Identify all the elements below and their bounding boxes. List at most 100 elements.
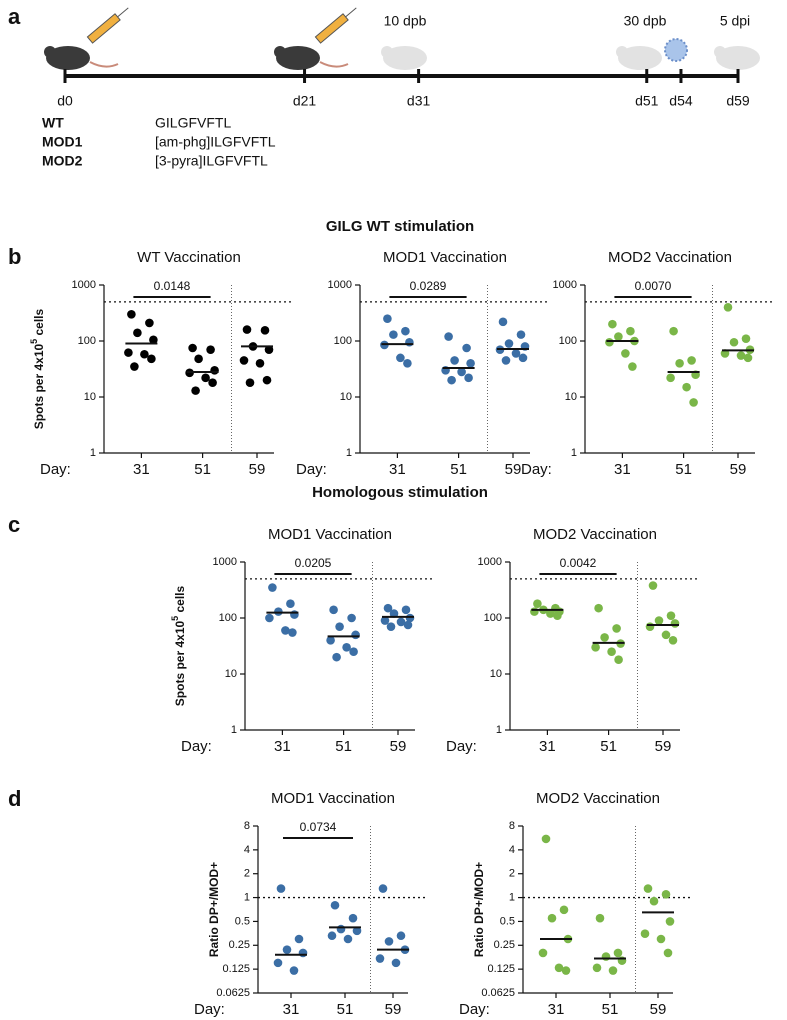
data-point [675,358,684,368]
data-point [553,611,562,620]
x-axis-label: Day: [194,1001,225,1018]
p-value: 0.0734 [300,820,337,834]
y-tick-label: 1 [231,724,237,736]
timeline-label: d0 [57,93,73,109]
data-point [645,622,655,631]
data-point [352,926,362,936]
data-point [380,616,390,625]
x-tick-label: 31 [389,461,406,478]
peptide-name: MOD1 [42,134,83,150]
y-tick-label: 0.125 [222,963,250,975]
y-axis-label: Ratio DP+/MOD+ [472,862,486,957]
data-point [386,622,396,631]
data-point [594,603,603,613]
data-point [336,924,346,934]
data-point [661,630,671,640]
y-tick-label: 1 [346,447,352,459]
y-tick-label: 1 [244,891,250,903]
y-tick-label: 0.125 [487,963,515,975]
x-tick-label: 51 [675,461,692,478]
timeline-annotation: 30 dpb [624,13,667,29]
data-point [260,326,270,335]
x-tick-label: 59 [650,1001,667,1018]
p-value: 0.0205 [295,556,332,570]
y-tick-label: 1 [509,891,515,903]
x-tick-label: 59 [730,461,747,478]
data-point [444,332,453,341]
y-tick-label: 0.0625 [481,987,515,999]
data-point [401,605,411,615]
data-point [533,599,542,609]
y-tick-label: 10 [84,391,96,403]
y-tick-label: 2 [509,868,515,880]
x-tick-label: 51 [335,738,352,755]
x-axis-label: Day: [181,738,212,755]
data-point [281,626,290,635]
timeline-annotation: 5 dpi [720,13,750,29]
y-tick-label: 8 [509,820,515,832]
data-point [188,343,197,353]
data-point [450,356,459,365]
p-value: 0.0070 [635,279,672,293]
y-axis-label-part: Ratio DP+/MOD+ [472,862,486,957]
data-point [462,343,471,353]
y-tick-label: 100 [334,335,352,347]
data-point [608,319,617,329]
data-point [384,937,394,946]
x-tick-label: 51 [602,1001,619,1018]
y-axis-label: Ratio DP+/MOD+ [207,862,221,957]
data-point [375,954,385,963]
timeline-label: d31 [407,93,431,109]
data-point [332,652,341,662]
data-point [255,358,265,368]
p-value: 0.0289 [410,279,447,293]
data-point [547,913,557,923]
data-point [286,599,295,609]
y-tick-label: 100 [219,612,237,624]
data-point [396,617,406,627]
data-point [663,948,673,958]
data-point [518,353,528,363]
chart-title: MOD1 Vaccination [271,790,395,807]
y-tick-label: 0.25 [229,939,250,951]
y-tick-label: 100 [484,612,502,624]
data-point [668,635,678,645]
y-tick-label: 1 [496,724,502,736]
data-point [628,362,637,371]
data-point [378,884,388,893]
data-point [516,330,526,339]
data-point [206,345,215,354]
data-point [682,382,691,392]
data-point [614,332,623,341]
data-point [133,328,142,338]
data-point [743,353,753,363]
data-point [401,326,410,336]
data-point [687,356,696,365]
data-point [592,963,602,973]
data-point [262,375,272,385]
data-point [389,609,399,618]
data-point [239,356,249,365]
data-point [342,642,351,652]
peptide-sequence: [am-phg]ILGFVFTL [155,134,276,150]
y-tick-label: 1000 [213,556,237,568]
chart-title: MOD2 Vaccination [608,249,732,266]
data-point [329,605,338,615]
data-point [670,619,680,628]
data-point [504,339,514,348]
data-point [600,633,609,642]
y-tick-label: 2 [244,868,250,880]
p-value: 0.0042 [560,556,597,570]
data-point [447,375,456,385]
y-axis-label-part: Spots per 4x10 [32,344,46,430]
data-point [541,834,551,844]
data-point [669,326,678,336]
data-point [335,622,344,631]
x-tick-label: 59 [249,461,266,478]
data-point [147,354,156,364]
panel-label: b [8,244,21,269]
y-tick-label: 1 [571,447,577,459]
x-axis-label: Day: [459,1001,490,1018]
data-point [608,966,618,975]
